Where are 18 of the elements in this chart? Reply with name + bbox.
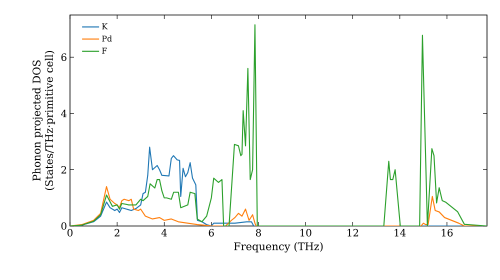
x-tick-label: 12 xyxy=(348,228,358,236)
x-tick-label: 6 xyxy=(208,228,214,236)
legend-label: Pd xyxy=(102,35,112,42)
y-tick-label: 4 xyxy=(61,110,67,118)
x-tick-label: 14 xyxy=(394,228,406,236)
y-tick-label: 0 xyxy=(61,222,66,230)
x-tick-label: 10 xyxy=(300,228,312,236)
y-axis-title: Phonon projected DOS (States/THz·primitive cell) xyxy=(32,50,56,190)
y-tick-label: 6 xyxy=(61,53,66,61)
legend-label: K xyxy=(102,23,108,30)
x-tick-label: 4 xyxy=(161,228,167,236)
x-axis-title: Frequency (THz) xyxy=(234,242,323,252)
x-tick-label: 16 xyxy=(442,228,453,236)
legend-label: F xyxy=(102,48,107,54)
x-tick-label: 0 xyxy=(67,228,73,236)
x-tick-label: 2 xyxy=(114,228,120,236)
y-tick-label: 2 xyxy=(61,166,66,174)
x-tick-label: 8 xyxy=(256,228,261,236)
